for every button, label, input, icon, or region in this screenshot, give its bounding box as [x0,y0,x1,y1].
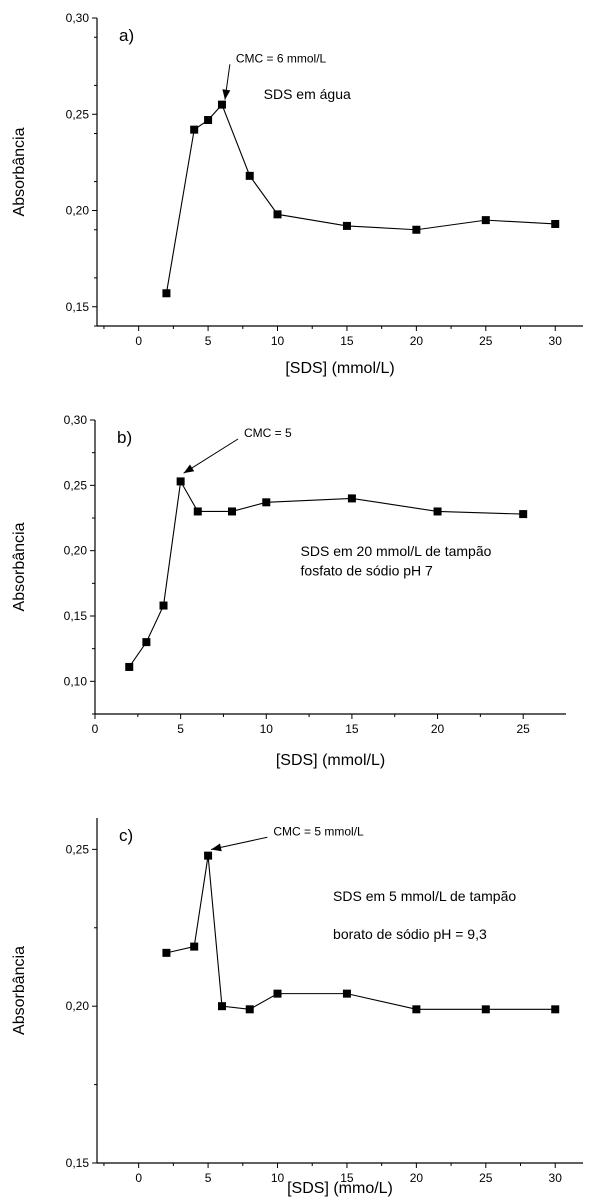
data-point [551,1005,560,1014]
x-axis-label: [SDS] (mmol/L) [285,360,394,377]
data-point [347,494,356,503]
x-axis-label: [SDS] (mmo/L) [287,1180,393,1197]
data-point [245,171,254,180]
data-point [217,100,226,109]
y-axis-label: Absorbância [11,127,28,216]
data-point [190,125,199,134]
cmc-annotation: CMC = 5 [244,426,292,440]
x-tick-label: 20 [410,334,424,348]
y-tick-label: 0,25 [66,842,90,856]
series-line [165,103,556,294]
chart-panel-b: 0 5 10 15 20 25 0,10 0,15 0,20 0,25 0,30 [SDS] (mmo… [11,413,566,769]
x-tick-label: 15 [340,1171,354,1185]
x-tick-label: 15 [345,722,359,736]
y-tick-label: 0,20 [66,999,90,1013]
y-tick-label: 0,25 [64,478,88,492]
data-point [481,216,490,225]
y-axis-label: Absorbância [11,522,28,611]
condition-annotation: fosfato de sódio pH 7 [301,562,434,578]
y-tick-label: 0,10 [64,674,88,688]
annotation-arrow-head [222,89,231,100]
data-point [481,1005,490,1014]
x-tick-label: 10 [260,722,274,736]
data-point [142,638,151,647]
data-point [519,510,528,519]
y-tick-label: 0,20 [66,204,90,218]
y-tick-label: 0,15 [64,609,88,623]
cmc-annotation: CMC = 6 mmol/L [236,51,327,65]
condition-annotation: SDS em água [264,86,351,102]
annotation-arrow-head [211,843,222,852]
condition-annotation: SDS em 5 mmol/L de tampão [333,888,516,904]
x-tick-label: 0 [92,722,99,736]
panel-label: c) [119,826,133,845]
data-point [162,289,171,298]
condition-annotation: borato de sódio pH = 9,3 [333,926,487,942]
data-point [262,498,271,507]
y-tick-label: 0,20 [64,544,88,558]
annotation-arrow-line [183,438,239,474]
data-point [433,507,442,516]
series-line [166,855,556,1010]
x-tick-label: 20 [410,1171,424,1185]
chart-panel-a: 0 5 10 15 20 25 30 0,15 0,20 0,25 0,30 [SDS] (mmol/… [11,11,583,377]
y-tick-label: 0,15 [66,1156,90,1170]
y-tick-label: 0,25 [66,107,90,121]
chart-panel-c: 0 5 10 15 20 25 30 0,15 0,20 0,25 [SDS] (mmo/L) Abs… [11,818,583,1197]
data-point [273,989,282,998]
x-tick-label: 25 [479,1171,493,1185]
cmc-annotation: CMC = 5 mmol/L [273,824,364,838]
x-tick-label: 5 [205,334,212,348]
x-tick-label: 30 [549,1171,563,1185]
x-tick-label: 5 [177,722,184,736]
data-point [245,1005,254,1014]
x-tick-label: 10 [271,334,285,348]
y-axis-label: Absorbância [11,946,28,1035]
data-point [551,219,560,228]
x-tick-label: 25 [517,722,531,736]
data-point [162,948,171,957]
data-point [342,989,351,998]
data-point [193,507,202,516]
data-point [190,942,199,951]
data-point [217,1002,226,1011]
data-point [125,662,134,671]
data-point [204,116,213,125]
panel-label: b) [117,428,132,447]
series-line [128,479,524,668]
x-tick-label: 30 [549,334,563,348]
x-tick-label: 0 [135,334,142,348]
data-point [412,225,421,234]
x-tick-label: 15 [340,334,354,348]
condition-annotation: SDS em 20 mmol/L de tampão [301,543,492,559]
panel-label: a) [119,26,134,45]
data-point [204,851,213,860]
data-point [176,477,185,486]
x-tick-label: 10 [271,1171,285,1185]
x-tick-label: 20 [431,722,445,736]
x-axis-label: [SDS] (mmol/L) [276,752,385,769]
x-tick-label: 5 [205,1171,212,1185]
data-point [228,507,237,516]
y-tick-label: 0,30 [66,11,90,25]
x-tick-label: 0 [135,1171,142,1185]
data-point [273,210,282,219]
data-point [412,1005,421,1014]
annotation-arrow-head [183,464,195,474]
data-point [159,601,168,610]
x-tick-label: 25 [479,334,493,348]
y-tick-label: 0,30 [64,413,88,427]
y-tick-label: 0,15 [66,300,90,314]
data-point [342,221,351,230]
